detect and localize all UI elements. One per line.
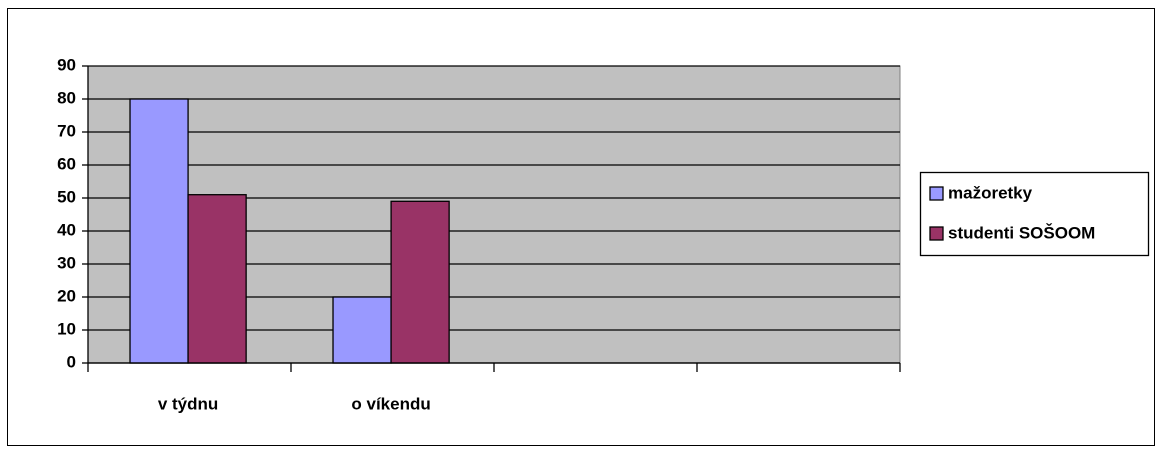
y-tick-label: 90 xyxy=(57,55,76,74)
y-tick-label: 0 xyxy=(67,352,76,371)
y-tick-label: 80 xyxy=(57,88,76,107)
legend-swatch xyxy=(929,186,944,201)
y-tick-label: 60 xyxy=(57,154,76,173)
legend-label: mažoretky xyxy=(948,183,1033,202)
y-tick-label: 50 xyxy=(57,187,76,206)
y-tick-label: 10 xyxy=(57,319,76,338)
x-tick-label: v týdnu xyxy=(158,394,218,413)
legend-label: studenti SOŠOOM xyxy=(948,223,1095,242)
legend xyxy=(919,171,1150,257)
bar xyxy=(187,194,247,364)
legend-swatch xyxy=(929,226,944,241)
y-tick-label: 40 xyxy=(57,220,76,239)
x-tick-label: o víkendu xyxy=(351,394,430,413)
y-tick-label: 20 xyxy=(57,286,76,305)
bar xyxy=(332,296,392,364)
bar xyxy=(390,200,450,364)
y-tick-label: 70 xyxy=(57,121,76,140)
y-tick-label: 30 xyxy=(57,253,76,272)
bar xyxy=(129,98,189,364)
